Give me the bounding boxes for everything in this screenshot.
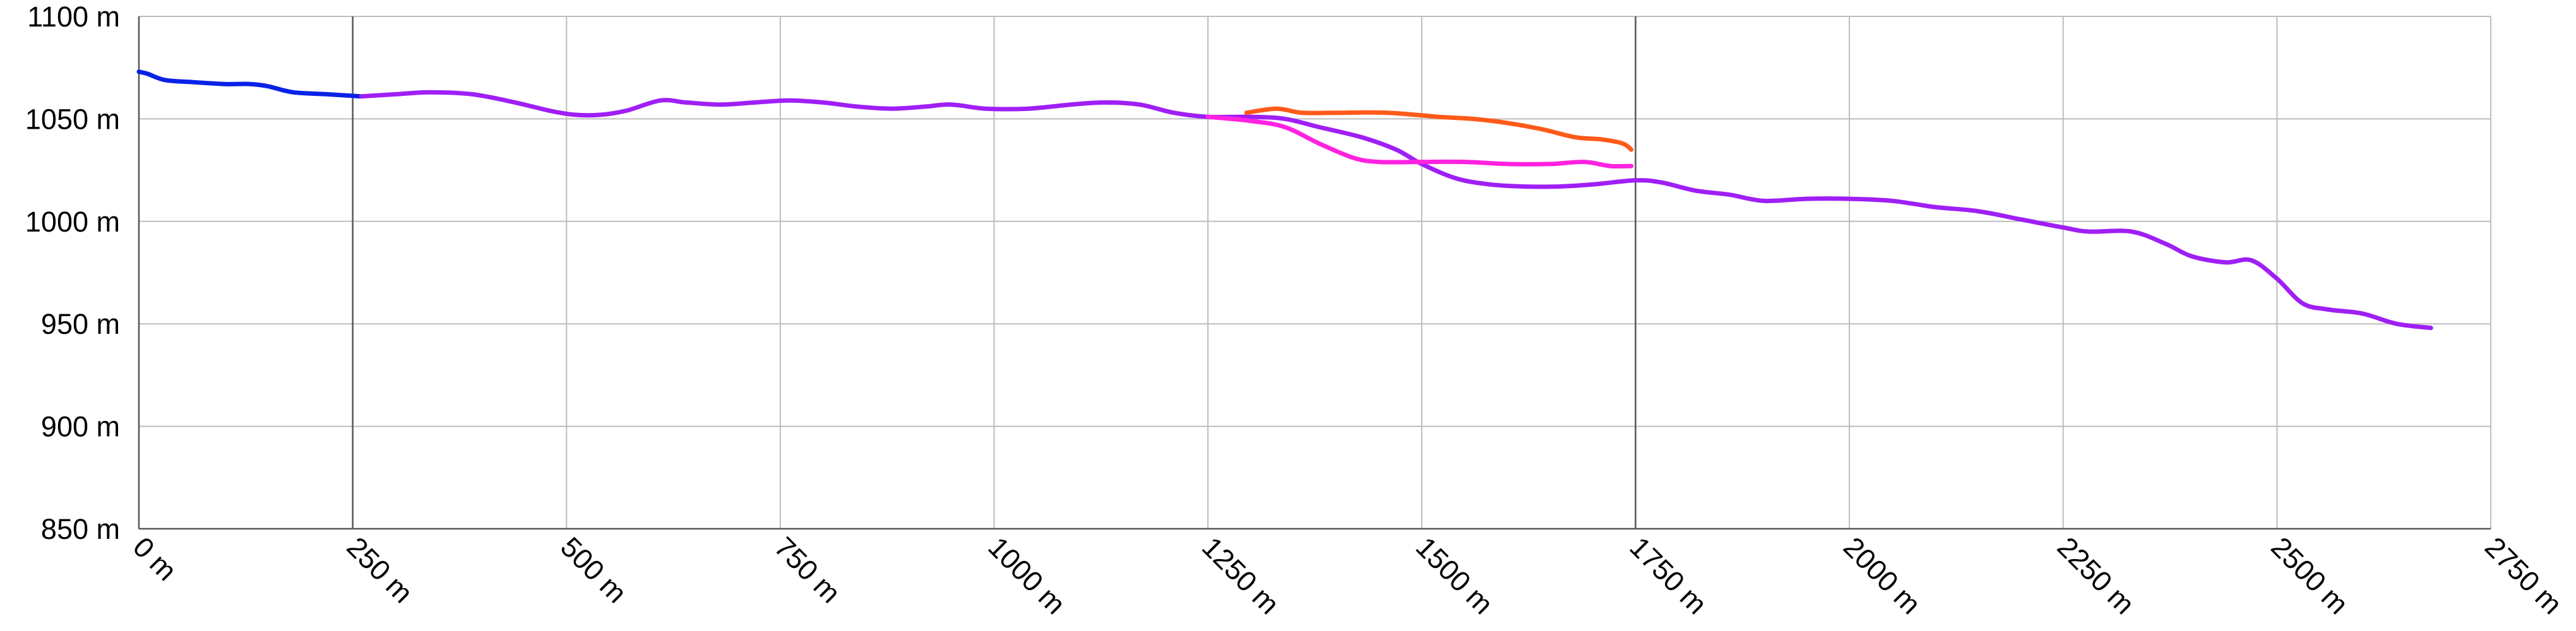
grid-lines bbox=[138, 16, 2491, 529]
y-tick-label: 850 m bbox=[41, 513, 120, 545]
series-line-2 bbox=[359, 90, 2433, 331]
y-tick-label: 1050 m bbox=[25, 103, 120, 135]
plot-frame bbox=[138, 16, 2491, 530]
series-line-1 bbox=[136, 69, 364, 99]
y-tick-label: 1100 m bbox=[27, 1, 120, 33]
y-tick-label: 1000 m bbox=[25, 206, 120, 238]
series-line-4 bbox=[1244, 106, 1634, 152]
series-layer bbox=[136, 69, 2433, 331]
y-axis-tick-labels: 850 m 900 m 950 m 1000 m 1050 m 1100 m bbox=[25, 1, 120, 545]
y-tick-label: 950 m bbox=[41, 308, 120, 340]
y-tick-label: 900 m bbox=[41, 411, 120, 443]
series-line-3 bbox=[1205, 114, 1634, 169]
